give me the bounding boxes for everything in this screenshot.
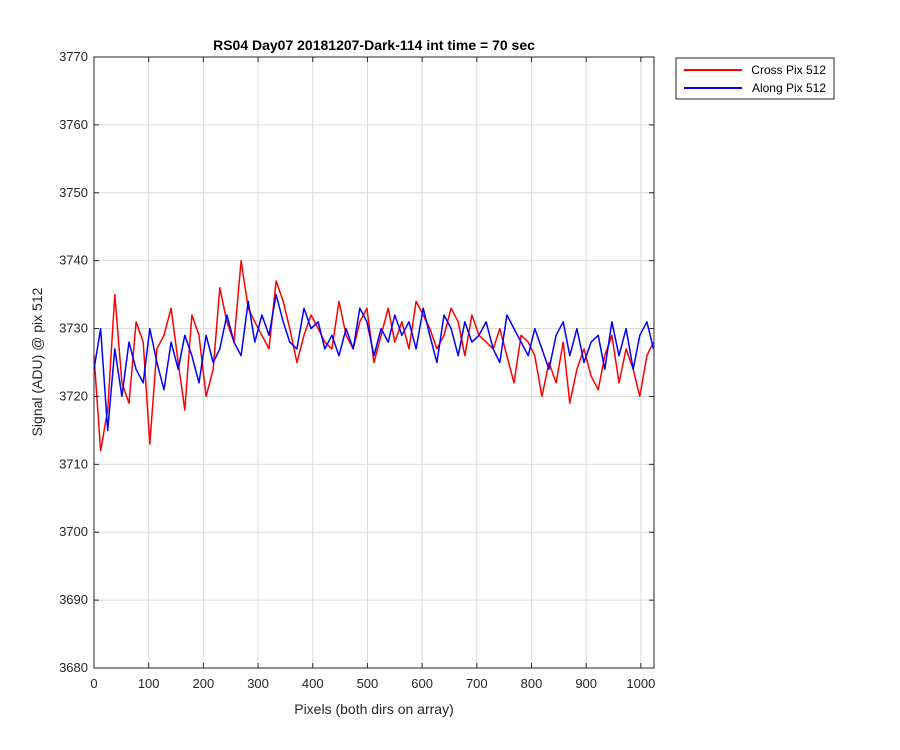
y-tick-label: 3700	[59, 524, 88, 539]
y-tick-label: 3760	[59, 117, 88, 132]
x-tick-label: 300	[247, 676, 269, 691]
y-tick-label: 3680	[59, 660, 88, 675]
series-line-cross-pix-512	[93, 259, 655, 452]
x-tick-label: 900	[575, 676, 597, 691]
x-tick-label: 800	[521, 676, 543, 691]
y-axis-label: Signal (ADU) @ pix 512	[29, 287, 45, 436]
legend-label-along: Along Pix 512	[752, 81, 826, 95]
x-tick-label: 600	[411, 676, 433, 691]
y-tick-label: 3720	[59, 388, 88, 403]
x-tick-label: 700	[466, 676, 488, 691]
x-tick-label: 100	[138, 676, 160, 691]
x-tick-label: 400	[302, 676, 324, 691]
series-layer	[93, 259, 655, 452]
y-tick-label: 3690	[59, 592, 88, 607]
legend-box	[675, 57, 835, 100]
y-tick-label: 3730	[59, 321, 88, 336]
y-tick-label: 3710	[59, 456, 88, 471]
y-tick-label: 3750	[59, 185, 88, 200]
y-tick-label: 3740	[59, 253, 88, 268]
axis-ticks: 0 100 200 300 400 500 600 700 800 900 1000 3680 3690…	[59, 49, 655, 691]
chart-title: RS04 Day07 20181207-Dark-114 int time = …	[213, 37, 535, 53]
series-line-along-pix-512	[93, 293, 655, 432]
plot-frame	[93, 56, 655, 669]
x-tick-label: 200	[193, 676, 215, 691]
x-axis-label: Pixels (both dirs on array)	[294, 701, 454, 717]
x-tick-label: 0	[90, 676, 97, 691]
legend-label-cross: Cross Pix 512	[751, 63, 826, 77]
legend: Cross Pix 512 Along Pix 512	[675, 57, 835, 100]
x-tick-label: 1000	[626, 676, 655, 691]
x-tick-label: 500	[357, 676, 379, 691]
y-tick-label: 3770	[59, 49, 88, 64]
